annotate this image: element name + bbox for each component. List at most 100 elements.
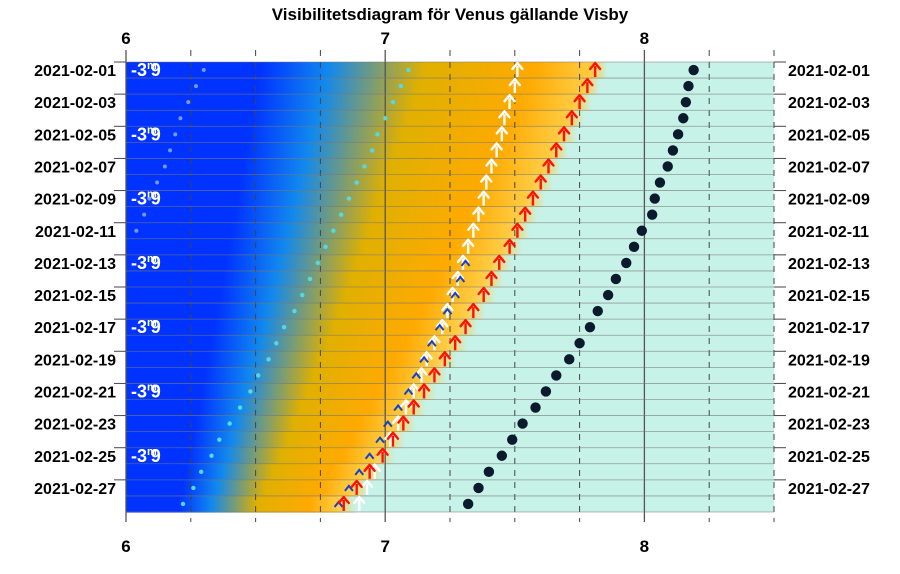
dark-dot-mark [496, 450, 508, 461]
magnitude-label: -3m9 [131, 124, 161, 144]
faint-dot-mark [155, 180, 160, 185]
white-arrow-mark [353, 495, 366, 511]
white-arrow-mark [415, 367, 428, 383]
twilight-row [126, 287, 496, 304]
cyan-dot-mark [390, 99, 396, 105]
date-label-left: 2021-02-25 [34, 449, 116, 466]
date-label-right: 2021-02-11 [788, 224, 869, 241]
twilight-row [126, 399, 426, 417]
blue-chevron-mark [344, 484, 354, 492]
red-arrow-mark [448, 335, 462, 351]
cyan-dot-mark [248, 389, 253, 394]
white-arrow-mark [467, 222, 480, 238]
red-arrow-mark [588, 61, 602, 78]
twilight-row [126, 319, 478, 336]
cyan-dot-mark [362, 164, 367, 169]
red-arrow-mark [526, 190, 540, 206]
magnitude-labels: -3m9 -3m9 -3m9 -3m9 -3m9 -3m9 -3m9 [131, 60, 161, 466]
twilight-row [126, 303, 486, 320]
dark-dot-mark [592, 305, 603, 317]
dark-dot-mark [662, 161, 673, 172]
cyan-dot-mark [323, 244, 328, 250]
date-label-left: 2021-02-19 [34, 352, 116, 369]
dark-dot-mark [584, 321, 596, 333]
blue-chevron-mark [427, 339, 437, 347]
magnitude-label: -3m9 [131, 189, 161, 209]
cyan-dot-mark [191, 485, 196, 491]
faint-dot-mark [142, 212, 147, 217]
date-label-right: 2021-02-23 [788, 417, 870, 434]
magnitude-label: -3m9 [131, 60, 161, 80]
date-label-right: 2021-02-25 [788, 449, 870, 466]
twilight-row [126, 62, 608, 79]
date-label-right: 2021-02-15 [788, 288, 870, 305]
blue-chevron-mark [403, 387, 414, 396]
cyan-dot-mark [370, 148, 375, 153]
blue-chevron-mark [434, 323, 445, 331]
date-label-right: 2021-02-07 [788, 159, 870, 176]
blue-chevron-mark [383, 420, 393, 428]
red-arrow-mark [467, 302, 480, 319]
blue-chevron-mark [419, 355, 429, 363]
date-label-right: 2021-02-21 [788, 384, 870, 401]
red-arrow-mark [581, 77, 594, 94]
date-label-right: 2021-02-01 [788, 63, 870, 80]
red-arrow-mark [350, 479, 363, 495]
red-arrow-mark [459, 318, 472, 335]
blue-chevron-mark [442, 307, 453, 315]
cyan-dot-mark [217, 437, 222, 442]
red-arrow-mark [477, 286, 490, 303]
date-label-right: 2021-02-05 [788, 127, 870, 144]
date-label-left: 2021-02-07 [34, 159, 116, 176]
red-arrow-mark [557, 126, 571, 142]
date-label-left: 2021-02-11 [35, 224, 116, 241]
dark-dot-mark [610, 273, 622, 285]
red-arrow-mark [550, 142, 563, 158]
red-arrow-mark [534, 174, 547, 190]
faint-dot-mark [134, 228, 139, 233]
cyan-dot-mark [375, 132, 380, 137]
faint-dot-mark [201, 68, 206, 73]
cyan-dot-mark [300, 292, 305, 298]
twilight-row [126, 190, 545, 208]
date-label-left: 2021-02-09 [34, 192, 116, 209]
cyan-dot-mark [383, 116, 388, 121]
white-arrow-mark [480, 174, 493, 190]
twilight-row [126, 495, 356, 513]
twilight-row [126, 158, 561, 176]
white-arrow-mark [461, 238, 475, 254]
dark-dot-mark [483, 466, 495, 478]
red-arrow-mark [417, 383, 431, 399]
red-arrow-mark [428, 367, 441, 383]
cyan-dot-mark [274, 341, 279, 346]
twilight-row [126, 206, 538, 224]
faint-dot-mark [193, 84, 198, 89]
faint-dot-mark [168, 148, 173, 153]
axes: 6 6 7 7 8 8 2021-02-01 2021-02-01 2021-02-03 2021… [34, 29, 870, 556]
x-tick-label-top: 6 [121, 29, 130, 48]
dark-dot-mark [473, 482, 484, 494]
dark-dot-mark [649, 193, 660, 204]
cyan-dot-mark [266, 357, 271, 362]
dark-dot-mark [517, 418, 528, 429]
blue-chevron-mark [354, 468, 365, 476]
twilight-row [126, 335, 468, 352]
dark-dot-mark [540, 386, 552, 397]
blue-chevron-mark [364, 452, 375, 460]
chart-title: Visibilitetsdiagram för Venus gällande V… [272, 5, 629, 24]
dark-dot-mark [564, 354, 575, 365]
cyan-dot-mark [331, 228, 336, 233]
dark-dot-mark [551, 370, 562, 381]
red-arrow-mark [503, 238, 516, 254]
twilight-row [126, 78, 600, 95]
dark-dot-mark [683, 80, 694, 92]
twilight-row [126, 431, 405, 449]
dark-dot-mark [672, 129, 684, 140]
red-arrow-mark [438, 351, 452, 367]
twilight-row [126, 142, 569, 160]
dark-dot-mark [530, 402, 541, 413]
cyan-dot-mark [292, 308, 297, 314]
red-arrow-mark [397, 415, 410, 431]
red-arrow-mark [542, 158, 555, 174]
